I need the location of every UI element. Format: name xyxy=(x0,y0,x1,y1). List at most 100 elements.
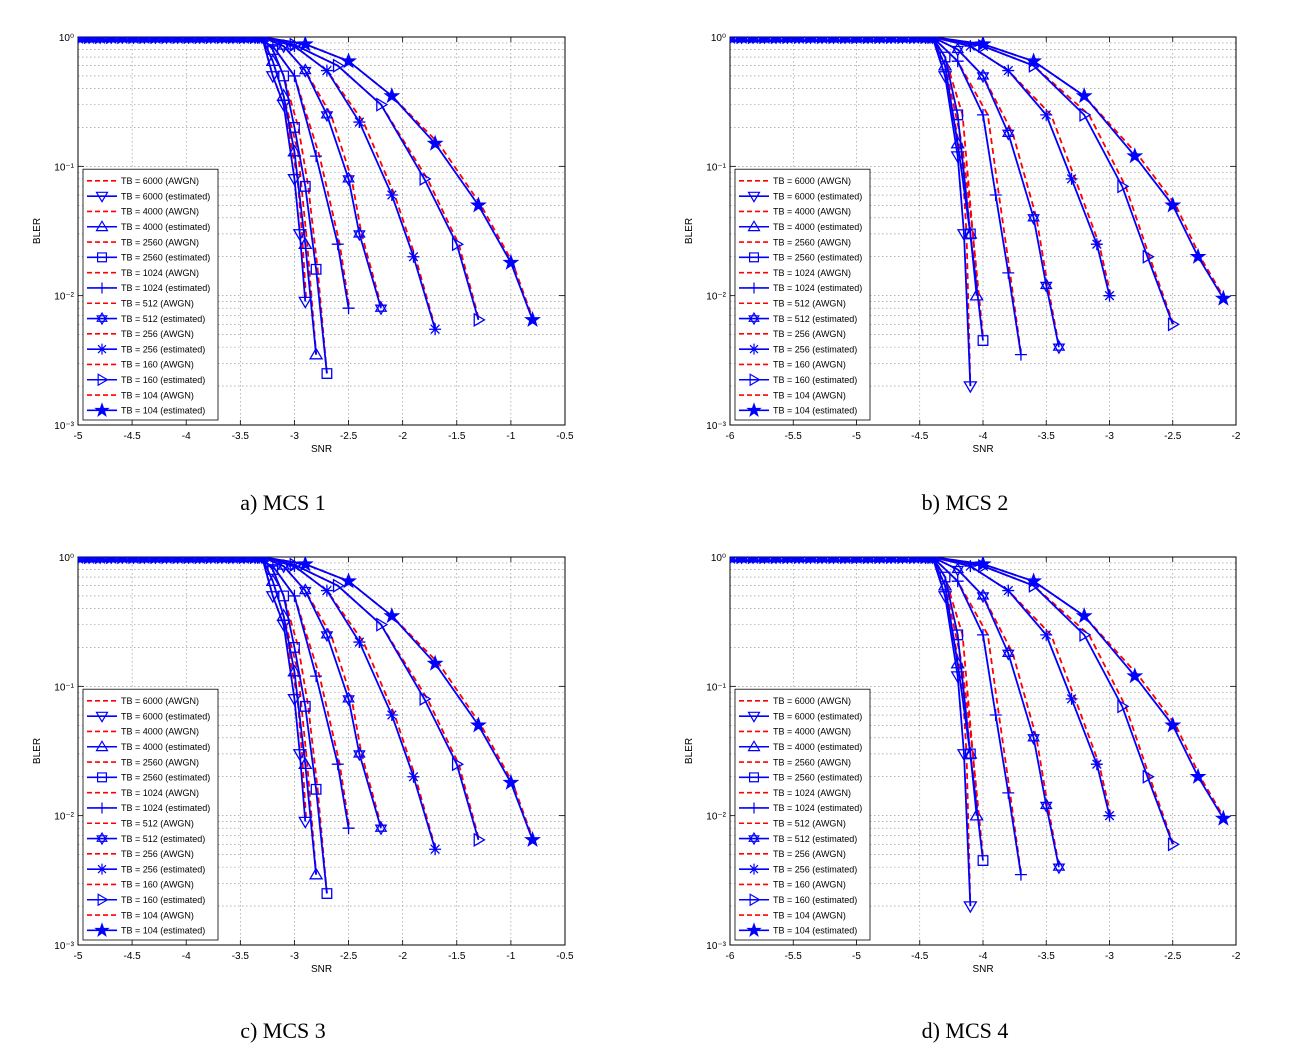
data-point-tb-104 xyxy=(83,557,95,565)
data-point-tb-256 xyxy=(320,584,333,597)
legend-entry: TB = 2560 (AWGN) xyxy=(773,757,851,767)
data-point-tb-104 xyxy=(128,557,139,565)
data-point-tb-104 xyxy=(770,557,782,565)
data-point-tb-104 xyxy=(105,37,117,45)
x-tick-label: -4 xyxy=(182,431,191,442)
legend-marker-icon xyxy=(749,373,761,387)
series-line-estimated-tb-104 xyxy=(932,557,1225,820)
data-point-tb-160 xyxy=(332,58,346,73)
data-point-tb-512 xyxy=(976,588,990,604)
legend-marker-icon xyxy=(749,772,759,783)
data-point-tb-512 xyxy=(1052,339,1066,355)
data-point-tb-160 xyxy=(1142,769,1155,784)
y-axis-label: BLER xyxy=(684,738,695,764)
legend-entry: TB = 512 (AWGN) xyxy=(121,298,194,308)
y-tick-label: 10⁻¹ xyxy=(706,682,726,693)
legend-entry: TB = 256 (AWGN) xyxy=(773,849,846,859)
x-tick-label: -2 xyxy=(1232,951,1241,962)
data-point-tb-104 xyxy=(340,572,358,589)
legend-entry: TB = 4000 (AWGN) xyxy=(773,727,851,737)
data-point-tb-104 xyxy=(1075,607,1093,624)
legend-marker-icon xyxy=(748,282,760,294)
data-point-tb-512 xyxy=(976,68,990,84)
data-point-tb-512 xyxy=(1027,730,1040,746)
legend-marker-icon xyxy=(97,772,107,783)
legend-entry: TB = 6000 (estimated) xyxy=(121,711,210,721)
data-point-tb-6000 xyxy=(298,296,313,309)
series-line-estimated-tb-1024 xyxy=(250,37,350,309)
legend-entry: TB = 104 (AWGN) xyxy=(121,390,194,400)
legend-entry: TB = 2560 (AWGN) xyxy=(121,757,199,767)
data-point-tb-104 xyxy=(172,557,183,565)
y-axis-label: BLER xyxy=(32,738,43,764)
data-point-tb-512 xyxy=(342,691,355,707)
series-line-awgn-tb-1024 xyxy=(250,37,351,309)
data-point-tb-256 xyxy=(964,40,977,53)
axes-box xyxy=(77,556,566,946)
data-point-tb-160 xyxy=(1117,179,1130,194)
data-point-tb-1024 xyxy=(1002,266,1015,279)
data-point-tb-1024 xyxy=(989,709,1002,722)
legend-marker-icon xyxy=(97,373,109,387)
data-point-tb-256 xyxy=(1065,692,1078,705)
y-tick-label: 10⁰ xyxy=(59,553,74,564)
panel-caption: a) MCS 1 xyxy=(240,490,326,515)
data-point-tb-160 xyxy=(376,617,389,632)
data-point-tb-2560 xyxy=(278,590,290,602)
bler-plot-3: -5 -4.5 -4 -3.5 -3 -2.5 -2 -1.5 -1 -0.5 10⁻³ 10⁻² 10… xyxy=(32,553,574,975)
x-axis-label: SNR xyxy=(311,444,332,455)
panel-caption: b) MCS 2 xyxy=(922,490,1009,515)
x-tick-label: -4 xyxy=(979,431,988,442)
legend: TB = 6000 (AWGN) TB = 6000 (estimated) TB … xyxy=(734,168,871,421)
data-point-tb-104 xyxy=(524,310,541,328)
x-tick-label: -5.5 xyxy=(785,431,803,442)
data-point-tb-2560 xyxy=(299,700,311,712)
legend-entry: TB = 104 (estimated) xyxy=(773,406,857,416)
data-point-tb-512 xyxy=(320,107,334,123)
data-point-tb-104 xyxy=(249,557,261,565)
x-tick-label: -3.5 xyxy=(1038,431,1056,442)
data-point-tb-512 xyxy=(951,562,965,577)
series-line-estimated-tb-512 xyxy=(932,557,1060,868)
x-tick-label: -2.5 xyxy=(1164,431,1182,442)
series-line-estimated-tb-2560 xyxy=(931,37,984,341)
data-point-tb-2560 xyxy=(952,109,964,121)
x-tick-label: -4 xyxy=(979,951,988,962)
legend-entry: TB = 1024 (estimated) xyxy=(773,803,862,813)
data-point-tb-104 xyxy=(782,37,793,45)
y-tick-label: 10⁻¹ xyxy=(706,162,726,173)
legend-entry: TB = 512 (estimated) xyxy=(121,834,205,844)
legend-marker-icon xyxy=(96,802,108,814)
data-point-tb-2560 xyxy=(977,335,989,346)
legend-entry: TB = 2560 (AWGN) xyxy=(773,237,851,247)
data-point-tb-4000 xyxy=(265,53,280,67)
data-point-tb-2560 xyxy=(977,855,989,866)
data-point-tb-104 xyxy=(897,557,908,565)
series-line-estimated-tb-512 xyxy=(932,37,1060,348)
x-tick-label: -2.5 xyxy=(1164,951,1182,962)
y-tick-label: 10⁻² xyxy=(706,812,726,823)
legend-marker-icon xyxy=(746,922,762,937)
legend-marker-icon xyxy=(749,252,759,263)
legend-marker-icon xyxy=(95,740,109,752)
x-tick-label: -3 xyxy=(290,951,299,962)
y-tick-label: 10⁻³ xyxy=(706,941,726,952)
legend-marker-icon xyxy=(95,220,109,232)
data-point-tb-104 xyxy=(383,607,401,624)
data-point-tb-1024 xyxy=(310,670,323,683)
legend-entry: TB = 4000 (estimated) xyxy=(121,742,210,752)
legend-marker-icon xyxy=(747,191,761,203)
data-point-tb-1024 xyxy=(951,575,964,588)
legend-marker-icon xyxy=(748,311,760,326)
data-point-tb-160 xyxy=(1079,627,1092,643)
data-point-tb-2560 xyxy=(288,121,300,133)
x-tick-label: -5 xyxy=(852,431,861,442)
legend-entry: TB = 512 (estimated) xyxy=(773,834,857,844)
data-point-tb-104 xyxy=(238,557,250,565)
data-point-tb-104 xyxy=(1189,767,1207,784)
legend-entry: TB = 2560 (estimated) xyxy=(773,253,862,263)
legend: TB = 6000 (AWGN) TB = 6000 (estimated) TB … xyxy=(734,688,871,941)
series-line-estimated-tb-6000 xyxy=(931,37,972,387)
data-point-tb-256 xyxy=(1065,172,1078,185)
